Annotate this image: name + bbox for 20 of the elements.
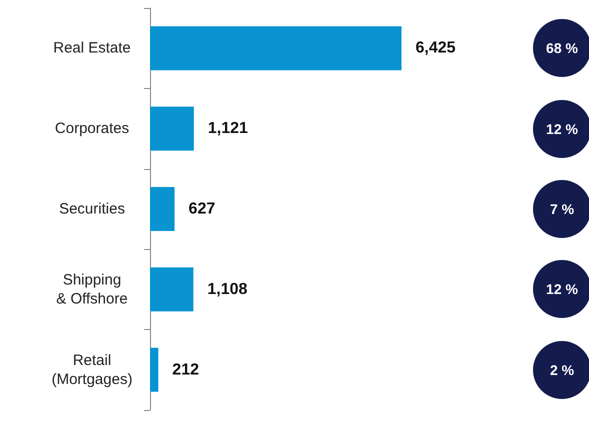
y-tick-label: Corporates (54, 120, 130, 138)
bar (150, 267, 194, 312)
circle-badge: 12 % (533, 260, 589, 318)
data-label: 1,108 (207, 280, 248, 298)
bar (150, 187, 175, 231)
y-tick-label: Shipping & Offshore (56, 271, 128, 308)
circle-badge: 68 % (533, 19, 589, 78)
data-label: 627 (188, 200, 216, 218)
circle-badge: 12 % (533, 100, 589, 158)
bar (150, 106, 194, 151)
circle-badge: 2 % (533, 340, 589, 399)
y-tick-label: Securities (59, 200, 125, 218)
data-label: 6,425 (415, 40, 456, 57)
bar (150, 26, 402, 70)
y-tick-label: Real Estate (53, 40, 131, 57)
circle-badge: 7 % (533, 180, 589, 238)
data-label: 1,121 (208, 120, 248, 138)
bar (150, 348, 158, 392)
y-tick-label: Retail (Mortgages) (52, 352, 132, 388)
data-label: 212 (172, 361, 200, 378)
